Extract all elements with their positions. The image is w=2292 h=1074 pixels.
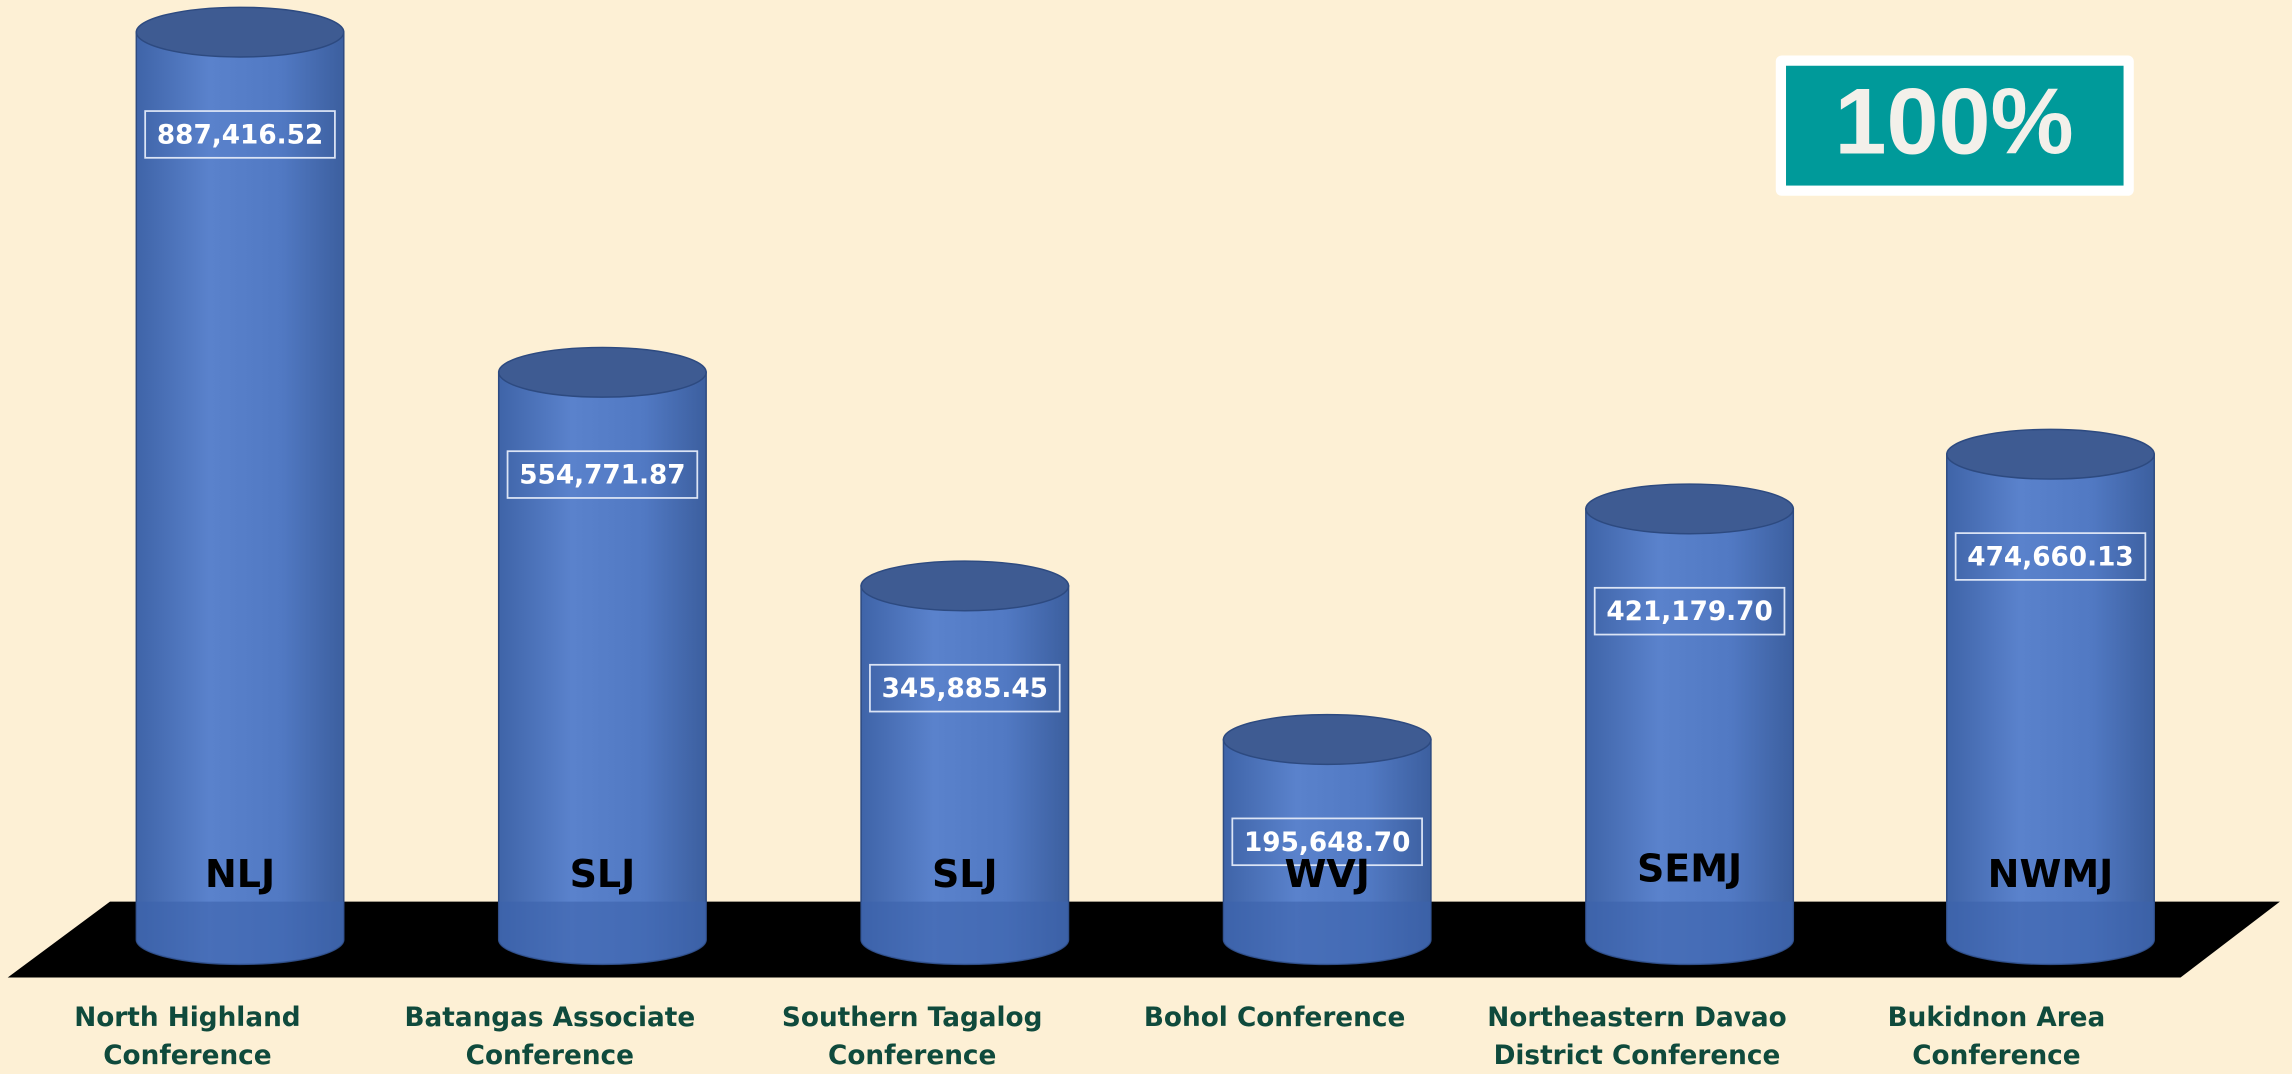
cylinder-base: [498, 901, 707, 965]
floor: [7, 901, 2280, 978]
value-label: 474,660.13: [1967, 542, 2133, 572]
value-label: 887,416.52: [157, 120, 323, 150]
category-label: Bukidnon Area Conference: [1887, 1002, 2106, 1072]
cylinder-base: [1223, 901, 1431, 965]
cylinder-base: [1585, 901, 1794, 965]
cylinder-base: [1946, 901, 2155, 965]
category-label-box: Bohol Conference: [1143, 1002, 1406, 1034]
bar-code: NWMJ: [1988, 852, 2114, 896]
category-label: Northeastern Davao District Conference: [1487, 1002, 1787, 1072]
value-label: 421,179.70: [1606, 597, 1772, 627]
value-label: 554,771.87: [519, 461, 685, 491]
cylinder-top: [1585, 483, 1795, 535]
cylinder-top: [1946, 428, 2155, 480]
cylinder-base: [861, 901, 1069, 965]
value-label-box: [506, 450, 699, 499]
badge-text: 100%: [1834, 68, 2073, 173]
value-label-box: [869, 663, 1061, 713]
category-label: North Highland Conference: [74, 1002, 301, 1072]
category-label: Bohol Conference: [1143, 1002, 1406, 1034]
category-label-box: Batangas Associate Conference: [404, 1002, 696, 1072]
bar-code: NLJ: [205, 852, 275, 896]
category-label: Southern Tagalog Conference: [781, 1002, 1043, 1072]
bar-code: SEMJ: [1637, 846, 1742, 890]
value-label-box: [1593, 586, 1786, 636]
bars: 887,416.52 NLJ North Highland Conference 55…: [74, 6, 2155, 1072]
value-label-box: [1954, 532, 2147, 581]
cylinder-top: [1222, 713, 1432, 766]
cylinder-top: [860, 560, 1070, 612]
cylinder-top: [135, 6, 345, 58]
cylinder-base: [136, 901, 344, 965]
bar-code: WVJ: [1284, 852, 1369, 896]
value-label-box: [144, 110, 336, 159]
category-label: Batangas Associate Conference: [404, 1002, 696, 1072]
value-label: 345,885.45: [882, 674, 1048, 704]
bar-code: SLJ: [570, 852, 636, 896]
cylinder-body: [135, 31, 345, 966]
category-label-box: Southern Tagalog Conference: [781, 1002, 1043, 1072]
category-label-box: North Highland Conference: [74, 1002, 301, 1072]
value-label: 195,648.70: [1244, 828, 1410, 858]
cylinder-body: [1585, 508, 1795, 966]
bar-code: SLJ: [932, 852, 998, 896]
value-label-box: [1231, 817, 1423, 867]
category-label-box: Northeastern Davao District Conference: [1487, 1002, 1787, 1072]
badge: [1786, 65, 2124, 186]
category-label-box: Bukidnon Area Conference: [1887, 1002, 2106, 1072]
cylinder-top: [497, 346, 707, 398]
